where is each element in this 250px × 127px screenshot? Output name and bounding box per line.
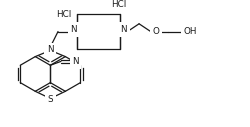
Text: O: O: [153, 27, 160, 36]
Text: S: S: [48, 96, 53, 105]
Text: N: N: [47, 45, 54, 54]
Text: HCl: HCl: [111, 0, 126, 9]
Text: HCl: HCl: [56, 10, 72, 19]
Text: OH: OH: [184, 27, 197, 36]
Text: N: N: [70, 25, 77, 34]
Text: N: N: [120, 25, 127, 34]
Text: N: N: [72, 57, 79, 66]
